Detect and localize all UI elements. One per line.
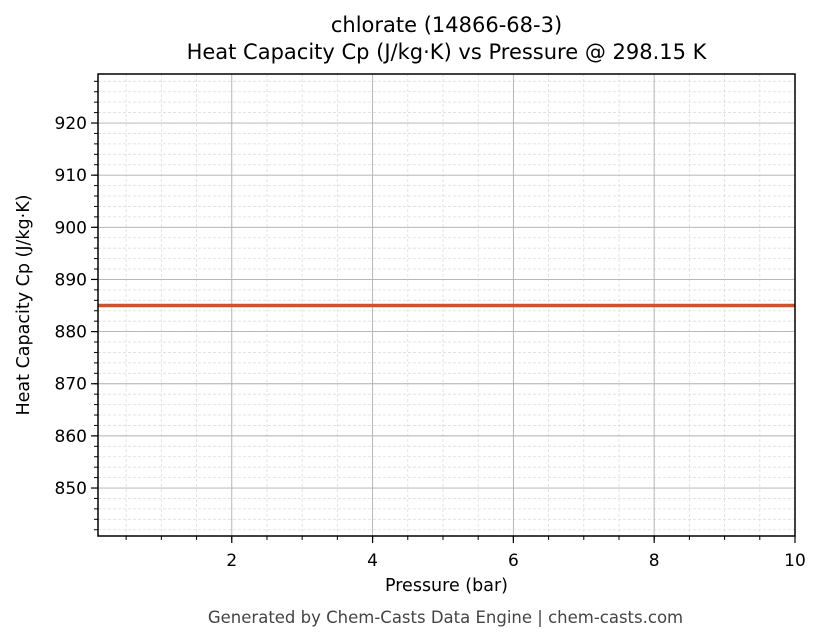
- footer-credit: Generated by Chem-Casts Data Engine | ch…: [207, 608, 684, 627]
- y-axis-label: Heat Capacity Cp (J/kg·K): [14, 194, 34, 416]
- y-tick-label: 920: [55, 114, 87, 134]
- y-tick-label: 850: [55, 479, 87, 499]
- plot-frame: [97, 73, 796, 537]
- y-tick-label: 900: [55, 218, 87, 238]
- y-tick-label: 860: [55, 427, 87, 447]
- x-tick-label: 6: [508, 551, 519, 571]
- y-tick-label: 870: [55, 375, 87, 395]
- y-tick-label: 910: [55, 166, 87, 186]
- chart-subtitle: Heat Capacity Cp (J/kg·K) vs Pressure @ …: [186, 40, 707, 64]
- x-axis-label: Pressure (bar): [385, 576, 508, 596]
- chart-title: chlorate (14866-68-3): [330, 13, 563, 37]
- y-tick-label: 880: [55, 323, 87, 343]
- y-tick-label: 890: [55, 270, 87, 290]
- x-tick-label: 2: [226, 551, 237, 571]
- x-tick-label: 4: [367, 551, 378, 571]
- x-tick-label: 8: [649, 551, 660, 571]
- x-tick-label: 10: [784, 551, 806, 571]
